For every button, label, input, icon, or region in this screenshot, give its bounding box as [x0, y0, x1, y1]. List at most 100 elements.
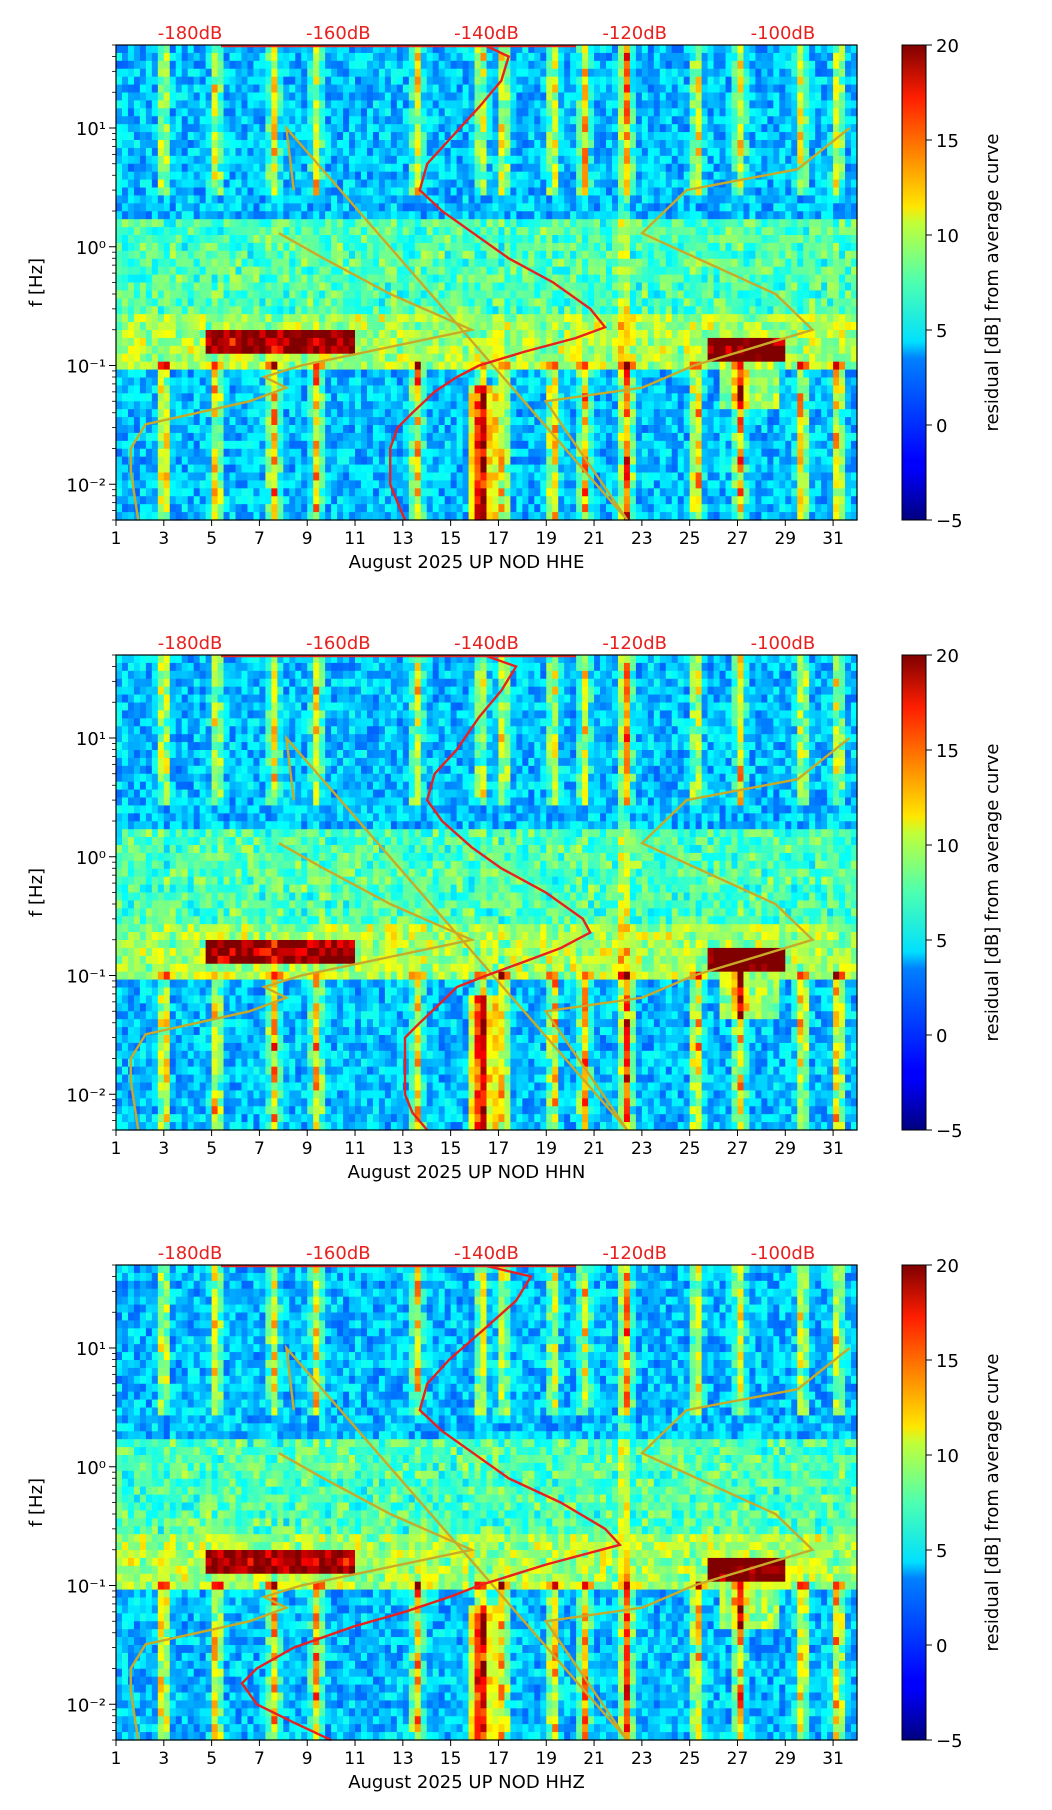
heatmap-cell [247, 330, 254, 339]
heatmap-cell [170, 243, 177, 252]
heatmap-cell [140, 108, 147, 117]
heatmap-cell [170, 433, 177, 442]
heatmap-cell [158, 362, 165, 371]
heatmap-cell [331, 203, 338, 212]
heatmap-cell [253, 354, 260, 363]
heatmap-cell [247, 370, 254, 379]
heatmap-cell [253, 172, 260, 181]
heatmap-cell [188, 195, 195, 204]
heatmap-cell [265, 457, 272, 466]
heatmap-cell [140, 45, 147, 54]
heatmap-cell [146, 473, 153, 482]
heatmap-cell [152, 354, 159, 363]
heatmap-cell [224, 148, 231, 157]
heatmap-cell [212, 69, 219, 78]
heatmap-cell [289, 488, 296, 497]
heatmap-cell [146, 124, 153, 133]
heatmap-cell [283, 314, 290, 323]
heatmap-cell [164, 283, 171, 292]
heatmap-cell [170, 251, 177, 260]
heatmap-cell [331, 148, 338, 157]
heatmap-cell [331, 314, 338, 323]
heatmap-cell [265, 61, 272, 70]
heatmap-cell [200, 465, 207, 474]
heatmap-cell [241, 69, 248, 78]
heatmap-cell [313, 77, 320, 86]
heatmap-cell [134, 401, 141, 410]
heatmap-cell [152, 188, 159, 197]
heatmap-cell [259, 298, 266, 307]
heatmap-cell [271, 275, 278, 284]
heatmap-cell [331, 330, 338, 339]
heatmap-cell [188, 433, 195, 442]
heatmap-cell [128, 53, 135, 62]
heatmap-cell [241, 140, 248, 149]
heatmap-cell [253, 100, 260, 109]
heatmap-cell [241, 457, 248, 466]
heatmap-cell [289, 93, 296, 102]
heatmap-cell [170, 275, 177, 284]
heatmap-cell [182, 480, 189, 489]
heatmap-cell [224, 480, 231, 489]
heatmap-cell [218, 148, 225, 157]
heatmap-cell [295, 211, 302, 220]
heatmap-cell [301, 401, 308, 410]
heatmap-cell [259, 203, 266, 212]
heatmap-cell [218, 108, 225, 117]
heatmap-cell [152, 504, 159, 513]
heatmap-cell [218, 496, 225, 505]
heatmap-cell [188, 488, 195, 497]
heatmap-cell [277, 243, 284, 252]
heatmap-cell [140, 457, 147, 466]
heatmap-cell [218, 93, 225, 102]
heatmap-cell [283, 259, 290, 268]
heatmap-cell [122, 227, 129, 236]
heatmap-cell [146, 77, 153, 86]
heatmap-cell [146, 354, 153, 363]
heatmap-cell [295, 53, 302, 62]
heatmap-cell [313, 465, 320, 474]
heatmap-cell [200, 488, 207, 497]
heatmap-cell [182, 465, 189, 474]
heatmap-cell [295, 290, 302, 299]
heatmap-cell [259, 275, 266, 284]
heatmap-cell [295, 370, 302, 379]
heatmap-cell [224, 164, 231, 173]
heatmap-cell [206, 385, 213, 394]
heatmap-cell [253, 85, 260, 94]
heatmap-cell [140, 298, 147, 307]
heatmap-cell [122, 219, 129, 228]
heatmap-cell [295, 100, 302, 109]
heatmap-cell [230, 275, 237, 284]
heatmap-cell [241, 338, 248, 347]
heatmap-cell [236, 417, 243, 426]
heatmap-cell [176, 298, 183, 307]
heatmap-cell [247, 251, 254, 260]
heatmap-cell [313, 148, 320, 157]
heatmap-cell [271, 298, 278, 307]
heatmap-cell [265, 283, 272, 292]
heatmap-cell [182, 283, 189, 292]
heatmap-cell [230, 314, 237, 323]
heatmap-cell [152, 211, 159, 220]
heatmap-cell [212, 116, 219, 125]
heatmap-cell [224, 314, 231, 323]
heatmap-cell [224, 433, 231, 442]
heatmap-cell [140, 156, 147, 165]
heatmap-cell [301, 219, 308, 228]
heatmap-cell [265, 156, 272, 165]
heatmap-cell [325, 473, 332, 482]
heatmap-cell [271, 283, 278, 292]
heatmap-cell [241, 93, 248, 102]
heatmap-cell [224, 385, 231, 394]
heatmap-cell [253, 330, 260, 339]
heatmap-cell [301, 124, 308, 133]
heatmap-cell [188, 69, 195, 78]
heatmap-cell [176, 156, 183, 165]
heatmap-cell [271, 227, 278, 236]
heatmap-cell [319, 219, 326, 228]
heatmap-cell [301, 85, 308, 94]
heatmap-cell [224, 124, 231, 133]
heatmap-cell [158, 488, 165, 497]
heatmap-cell [146, 488, 153, 497]
